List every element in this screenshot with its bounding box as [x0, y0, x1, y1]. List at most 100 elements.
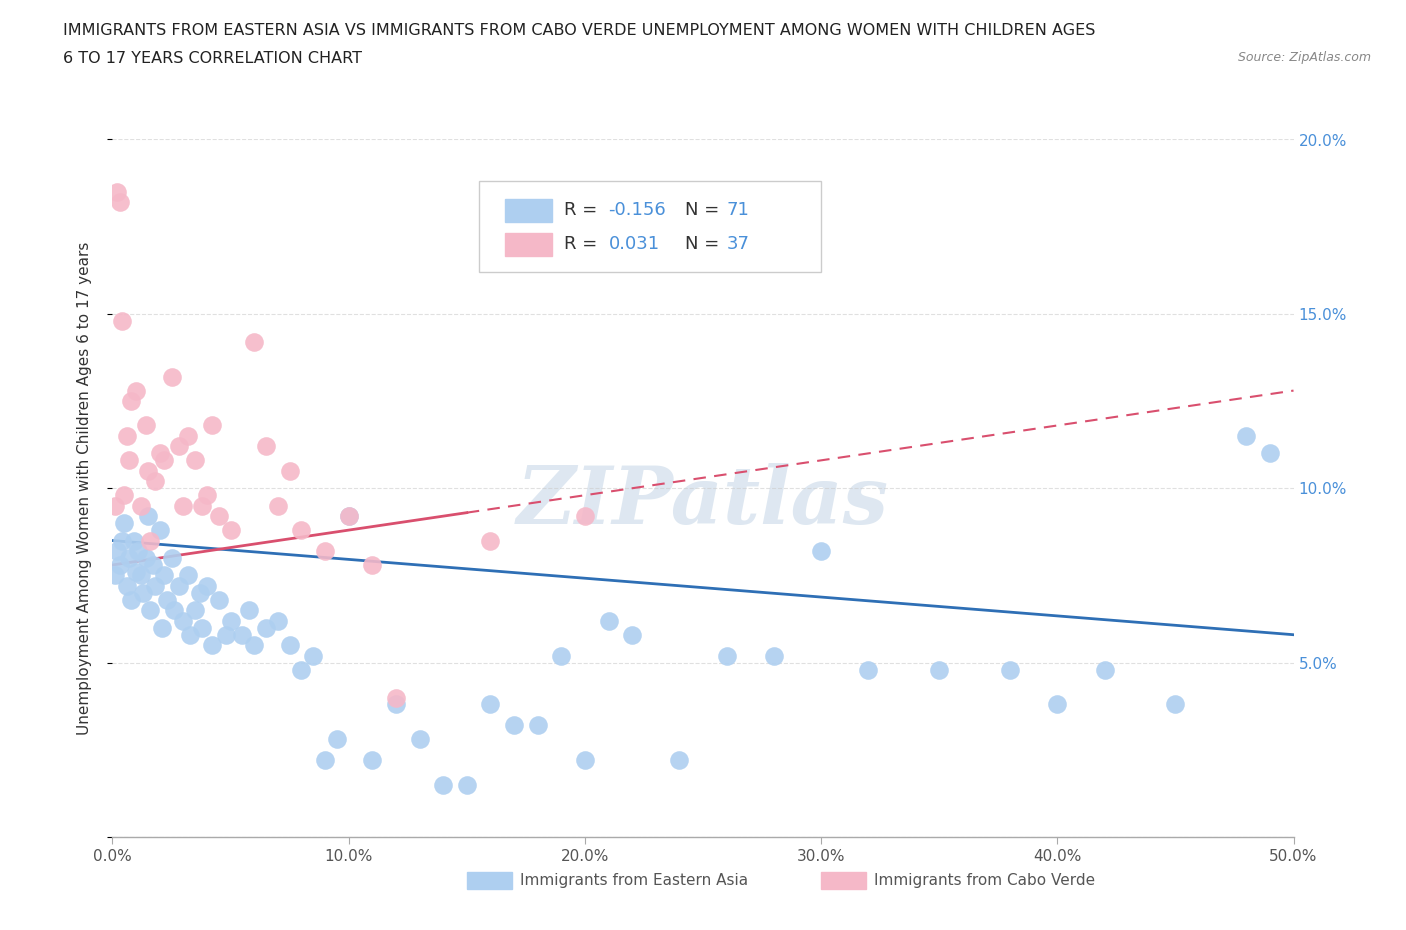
Point [122, 533, 145, 548]
Point [503, 718, 526, 733]
Point [153, 453, 176, 468]
Point [150, 620, 173, 635]
Point [167, 439, 190, 454]
Point [290, 523, 312, 538]
Point [136, 509, 159, 524]
Point [598, 614, 620, 629]
Point [184, 603, 207, 618]
Point [143, 578, 166, 593]
Point [149, 446, 172, 461]
Point [129, 568, 152, 583]
Point [668, 753, 690, 768]
Point [432, 777, 454, 792]
Point [184, 453, 207, 468]
Text: 37: 37 [727, 234, 749, 253]
Point [231, 628, 253, 643]
Point [125, 565, 148, 579]
Point [188, 586, 211, 601]
Point [998, 662, 1021, 677]
Point [172, 614, 194, 629]
Point [254, 620, 277, 635]
Text: Immigrants from Cabo Verde: Immigrants from Cabo Verde [875, 872, 1095, 888]
Point [120, 393, 142, 408]
Point [361, 753, 384, 768]
Point [762, 648, 785, 663]
Bar [505, 233, 551, 256]
Point [326, 732, 349, 747]
Point [526, 718, 548, 733]
Point [135, 551, 157, 565]
Point [361, 558, 384, 573]
Point [118, 453, 141, 468]
Point [139, 603, 162, 618]
Text: Immigrants from Eastern Asia: Immigrants from Eastern Asia [520, 872, 748, 888]
Point [574, 509, 596, 524]
Point [111, 313, 134, 328]
Point [142, 558, 165, 573]
Point [621, 628, 644, 643]
Point [177, 568, 200, 583]
Point [208, 509, 231, 524]
Point [156, 592, 179, 607]
Point [337, 509, 360, 524]
Text: ZIPatlas: ZIPatlas [517, 463, 889, 541]
Point [104, 498, 127, 513]
Text: R =: R = [564, 201, 603, 219]
Point [195, 488, 218, 503]
Point [267, 498, 290, 513]
Point [118, 551, 141, 565]
Point [108, 195, 131, 210]
Point [385, 698, 408, 712]
Point [172, 498, 194, 513]
Point [550, 648, 572, 663]
Point [139, 533, 162, 548]
Point [125, 383, 148, 398]
Text: N =: N = [685, 201, 725, 219]
Point [160, 369, 183, 384]
Point [278, 638, 301, 653]
Point [127, 543, 149, 558]
Point [104, 568, 127, 583]
Point [201, 638, 224, 653]
Point [267, 614, 290, 629]
Point [105, 184, 128, 199]
Point [160, 551, 183, 565]
Point [928, 662, 950, 677]
Point [201, 418, 224, 433]
Point [153, 568, 176, 583]
Point [858, 662, 880, 677]
Point [479, 698, 502, 712]
Point [456, 777, 478, 792]
Point [302, 648, 325, 663]
Point [574, 753, 596, 768]
Point [290, 662, 312, 677]
Bar [467, 872, 512, 889]
Point [1046, 698, 1069, 712]
Point [105, 543, 128, 558]
Point [115, 429, 138, 444]
Point [337, 509, 360, 524]
Point [314, 753, 336, 768]
Point [111, 533, 134, 548]
Point [716, 648, 738, 663]
Point [132, 586, 155, 601]
Point [195, 578, 218, 593]
Point [149, 523, 172, 538]
Text: -0.156: -0.156 [609, 201, 666, 219]
Point [278, 463, 301, 478]
Point [112, 515, 135, 530]
Point [115, 578, 138, 593]
Bar [505, 199, 551, 222]
Y-axis label: Unemployment Among Women with Children Ages 6 to 17 years: Unemployment Among Women with Children A… [77, 242, 91, 735]
Text: R =: R = [564, 234, 603, 253]
Text: 0.031: 0.031 [609, 234, 659, 253]
Point [385, 690, 408, 705]
Point [479, 533, 502, 548]
Point [238, 603, 260, 618]
FancyBboxPatch shape [478, 181, 821, 272]
Point [177, 429, 200, 444]
Point [254, 439, 277, 454]
Text: N =: N = [685, 234, 725, 253]
Point [1164, 698, 1187, 712]
Point [243, 335, 266, 350]
